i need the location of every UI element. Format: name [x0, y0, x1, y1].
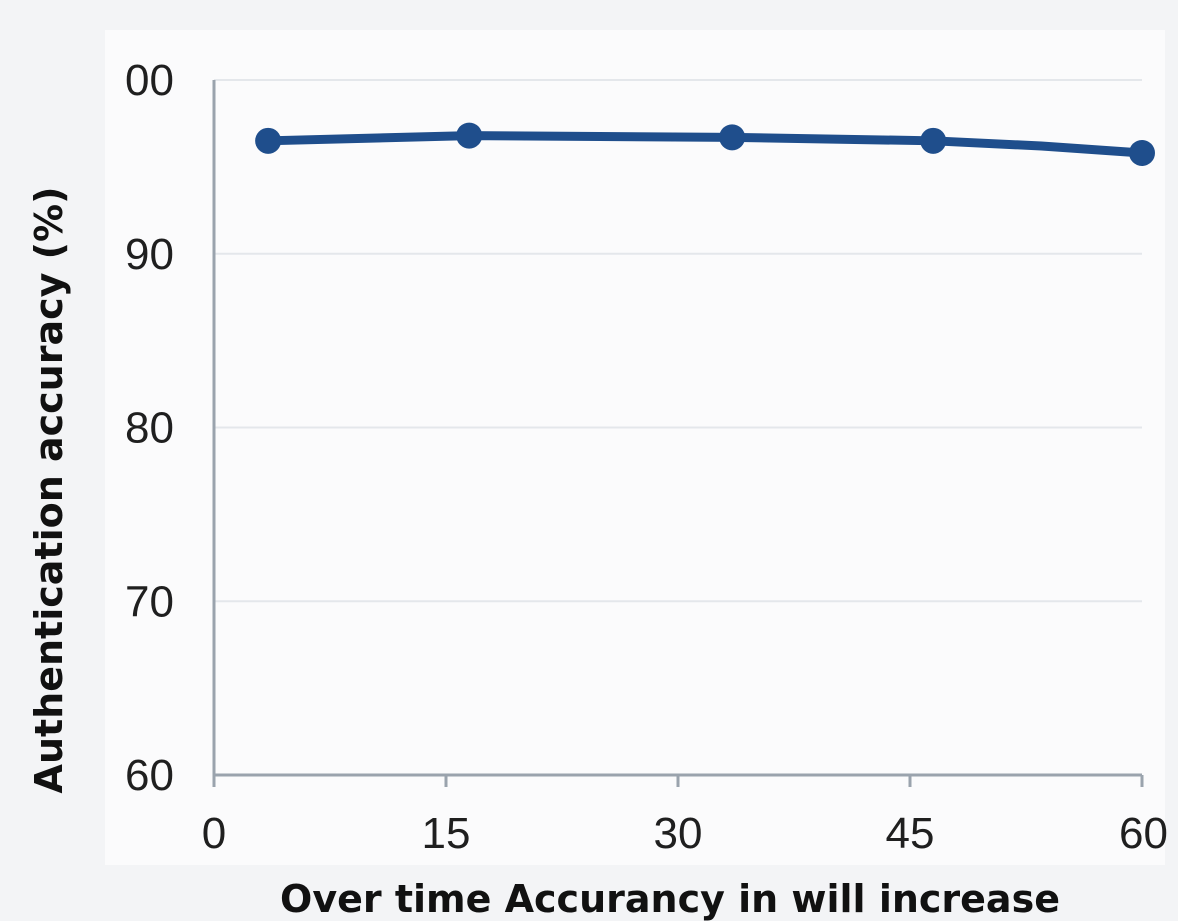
- plot-background: [105, 30, 1165, 865]
- x-tick-label: 45: [886, 809, 935, 858]
- y-tick-label: 00: [125, 56, 174, 105]
- x-tick-label: 0: [202, 809, 226, 858]
- y-axis-title: Authentication accuracy (%): [27, 187, 71, 794]
- x-tick-labels: 0 15 30 45 60: [202, 809, 1168, 858]
- data-point: [920, 127, 947, 154]
- x-axis-title: Over time Accurancy in will increase: [280, 877, 1060, 921]
- series-layer: [255, 122, 1155, 166]
- x-ticks: [212, 775, 1144, 787]
- y-tick-label: 70: [125, 577, 174, 626]
- y-tick-label: 80: [125, 404, 174, 453]
- grid-lines: [214, 79, 1142, 603]
- data-point: [1129, 139, 1155, 166]
- data-point: [255, 127, 282, 154]
- x-tick-label: 60: [1119, 809, 1168, 858]
- data-point: [719, 124, 746, 151]
- data-point: [456, 122, 483, 149]
- y-tick-labels: 60 70 80 90 00: [125, 56, 174, 800]
- x-tick-label: 15: [422, 809, 471, 858]
- y-tick-label: 90: [125, 230, 174, 279]
- x-tick-label: 30: [654, 809, 703, 858]
- series-line: [263, 131, 1147, 158]
- y-tick-label: 60: [125, 751, 174, 800]
